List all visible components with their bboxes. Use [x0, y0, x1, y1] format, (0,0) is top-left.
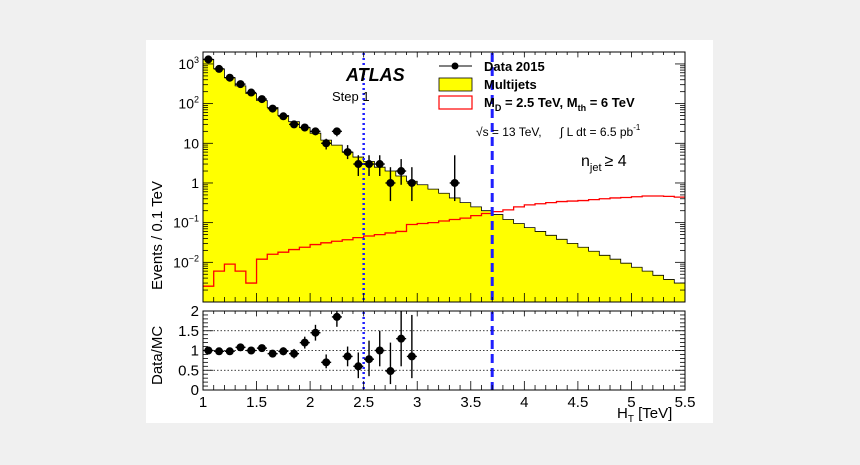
legend-multijets-label: Multijets [484, 77, 537, 92]
top-y-axis-title: Events / 0.1 TeV [149, 181, 166, 290]
legend: Data 2015 Multijets MD = 2.5 TeV, Mth = … [438, 59, 635, 113]
njet-label: njet ≥ 4 [581, 153, 627, 174]
ratio-point [407, 352, 416, 361]
data-point [225, 73, 234, 82]
ratio-point [215, 347, 224, 356]
data-point [386, 178, 395, 187]
data-point [397, 167, 406, 176]
data-point [257, 95, 266, 104]
ratio-point [343, 352, 352, 361]
legend-multijets-swatch [438, 77, 473, 92]
ratio-point [268, 349, 277, 358]
x-tick-label: 5 [627, 394, 635, 411]
legend-signal-swatch [438, 95, 473, 110]
x-tick-label: 5.5 [675, 394, 696, 411]
legend-signal-label: MD = 2.5 TeV, Mth = 6 TeV [484, 95, 635, 113]
data-point [407, 178, 416, 187]
x-tick-label: 4 [520, 394, 528, 411]
top-panel-content [202, 53, 686, 303]
ratio-point [225, 347, 234, 356]
ratio-point [247, 346, 256, 355]
x-tick-label: 1.5 [246, 394, 267, 411]
top-y-tick-label: 102 [178, 95, 199, 112]
bottom-y-tick-label: 1.5 [178, 323, 199, 340]
data-point [204, 55, 213, 64]
signal-histogram [203, 195, 685, 287]
x-tick-label: 3.5 [460, 394, 481, 411]
data-point [300, 123, 309, 132]
data-point [247, 88, 256, 97]
data-point [322, 139, 331, 148]
x-tick-label: 2.5 [353, 394, 374, 411]
data-point [343, 148, 352, 157]
ratio-point [311, 328, 320, 337]
ratio-point [279, 347, 288, 356]
ratio-point [375, 346, 384, 355]
energy-label: √s = 13 TeV, [476, 125, 542, 139]
top-panel-axes: 10−2 10−1 1 10 102 103 [173, 51, 686, 303]
ratio-point [300, 338, 309, 347]
data-point [236, 80, 245, 89]
top-y-tick-label: 103 [178, 55, 199, 72]
legend-data-marker [451, 62, 459, 70]
data-point [290, 120, 299, 129]
top-y-tick-label: 10−1 [173, 214, 199, 231]
top-y-tick-label: 10 [183, 135, 199, 151]
selection-label: Step 1 [332, 89, 370, 104]
x-tick-label: 2 [306, 394, 314, 411]
bottom-y-tick-label: 2 [191, 303, 199, 320]
data-point [375, 160, 384, 169]
ratio-point [386, 367, 395, 376]
lumi-label: ∫ L dt = 6.5 pb-1 [559, 123, 641, 139]
ratio-point [365, 355, 374, 364]
data-point [268, 104, 277, 113]
legend-data-label: Data 2015 [484, 59, 545, 74]
data-point [279, 112, 288, 121]
top-y-tick-label: 10−2 [173, 253, 199, 270]
ratio-point [322, 358, 331, 367]
experiment-label: ATLAS [345, 65, 405, 85]
bottom-y-axis-title: Data/MC [149, 326, 166, 385]
ratio-point [332, 312, 341, 321]
bottom-panel-axes: 1 1.5 2 2.5 3 3.5 4 4.5 5 5.500.511.52 [178, 303, 695, 411]
bottom-y-tick-label: 0 [191, 382, 199, 399]
data-point [332, 127, 341, 136]
ratio-point [257, 344, 266, 353]
bottom-y-tick-label: 0.5 [178, 362, 199, 379]
top-y-tick-label: 1 [191, 175, 199, 191]
x-tick-label: 4.5 [567, 394, 588, 411]
x-axis-title: HT [TeV] [617, 405, 672, 423]
data-point [354, 160, 363, 169]
histogram-figure: 10−2 10−1 1 10 102 103 1 1.5 2 2.5 3 3.5 4 4.5 5 5.5 0 0… [149, 51, 695, 423]
ratio-point [290, 349, 299, 358]
data-point [365, 160, 374, 169]
data-point [450, 178, 459, 187]
data-point [311, 127, 320, 136]
ratio-point [236, 343, 245, 352]
x-tick-label: 3 [413, 394, 421, 411]
figure-canvas: 10−2 10−1 1 10 102 103 1 1.5 2 2.5 3 3.5 4 4.5 5 5.5 0 0… [146, 40, 713, 423]
x-tick-label: 1 [199, 394, 207, 411]
bottom-y-tick-label: 1 [191, 343, 199, 360]
top-panel-frame [202, 51, 686, 303]
ratio-point [397, 334, 406, 343]
ratio-point [354, 362, 363, 371]
data-point [215, 64, 224, 73]
bottom-panel-content [203, 310, 685, 390]
